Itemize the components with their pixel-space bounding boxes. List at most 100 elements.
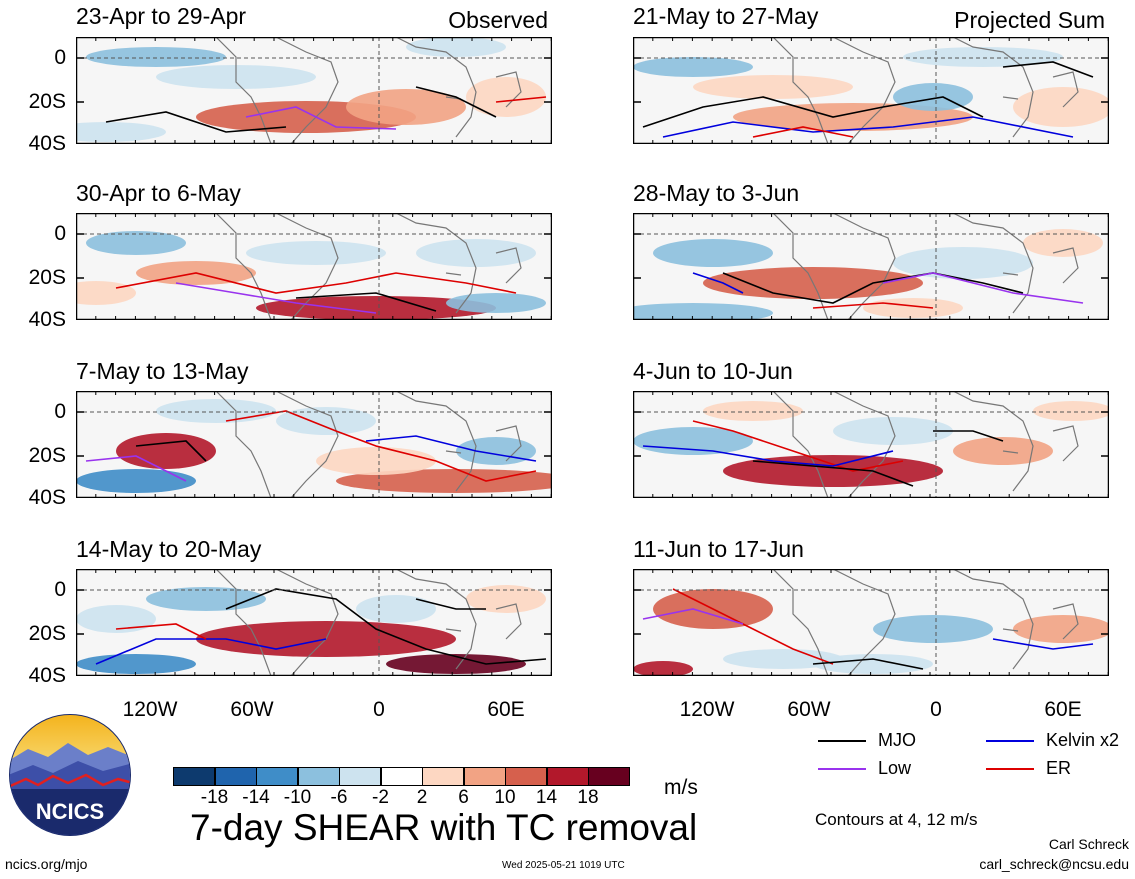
shear-anomaly-region [316,447,436,475]
coastline [215,569,272,676]
wave-contour [882,272,1084,304]
lon-tick-label: 0 [930,698,942,721]
colorbar-swatch [588,767,630,786]
wave-contour [722,272,1024,304]
shear-anomaly-region [76,122,166,142]
contours-note: Contours at 4, 12 m/s [815,810,978,829]
shear-anomaly-region [336,469,552,493]
legend-label: ER [1046,758,1072,778]
coastline [952,569,1034,670]
wave-contour [295,292,437,312]
lat-tick-label: 20S [28,622,66,645]
lat-tick-label: 0 [54,400,66,423]
shear-anomaly-region [386,654,526,674]
shear-anomaly-region [346,89,466,125]
colorbar-tick-label: 18 [577,787,599,808]
shear-anomaly-region [633,661,693,676]
lat-tick-label: 40S [28,132,66,155]
coastline [275,213,339,320]
wave-contour [662,116,1074,138]
lat-tick-label: 0 [54,46,66,69]
panel-title: 28-May to 3-Jun [633,180,800,206]
shear-anomaly-region [146,587,266,611]
lon-tick-label: 120W [122,698,178,721]
wave-contour [115,272,517,294]
shear-anomaly-region [903,47,1063,67]
coastline [275,391,339,498]
coastline [772,569,829,676]
shear-anomaly-region [466,77,546,117]
coastline [1002,96,1019,100]
shear-anomaly-region [633,57,753,77]
shear-anomaly-region [276,407,376,435]
coastline [1052,603,1079,640]
coastline [215,37,272,144]
wave-contour [752,126,854,138]
ncics-logo: NCICS [8,713,133,838]
projected-tag: Projected Sum [954,7,1105,33]
shear-map-panel [633,391,1109,498]
shear-anomaly-region [1013,615,1109,643]
coastline [395,213,477,314]
coastline [772,213,829,320]
shear-anomaly-region [1033,401,1109,421]
lon-tick-label: 60W [787,698,831,721]
shear-anomaly-region [76,469,196,493]
lon-tick-label: 120W [679,698,735,721]
shear-anomaly-region [863,298,963,318]
panel-title: 4-Jun to 10-Jun [633,358,793,384]
wave-contour [415,598,486,610]
coastline [215,391,272,498]
shear-anomaly-region [1013,87,1109,127]
shear-anomaly-region [86,231,186,255]
colorbar-tick-label: -6 [330,787,348,808]
lat-tick-label: 40S [28,486,66,509]
colorbar-swatch [173,767,215,786]
coastline [1002,628,1019,632]
shear-map-panel [76,391,552,498]
coastline [495,247,522,284]
wave-contour [95,638,327,665]
colorbar-tick-label: 10 [494,787,516,808]
lat-tick-label: 40S [28,308,66,331]
coastline [832,213,896,320]
legend-line-3 [986,768,1034,770]
colorbar-swatch [256,767,298,786]
coastline [445,450,462,454]
coastline [832,391,896,498]
coastline [1052,71,1079,108]
colorbar-tick-label: 2 [416,787,428,808]
shear-anomaly-region [633,303,773,320]
shear-anomaly-region [1023,229,1103,257]
legend-line-0 [818,740,866,742]
shear-anomaly-region [76,654,196,674]
colorbar-unit: m/s [664,776,698,799]
wave-contour [365,435,537,462]
observed-tag: Observed [448,7,548,33]
coastline [832,37,896,144]
coastline [772,391,829,498]
lat-tick-label: 20S [28,444,66,467]
coastline [395,391,477,492]
coastline [275,37,339,144]
colorbar-tick-label: -14 [242,787,270,808]
coastline [772,37,829,144]
colorbar-swatch [339,767,381,786]
shear-anomaly-region [653,239,773,267]
colorbar-swatch [380,767,423,786]
panel-title: 7-May to 13-May [76,358,249,384]
wave-contour [642,445,894,467]
coastline [1052,425,1079,462]
lon-tick-label: 60E [487,698,525,721]
lat-tick-label: 40S [28,664,66,687]
footer-email: carl_schreck@ncsu.edu [979,856,1129,872]
lon-tick-label: 60W [230,698,274,721]
logo-text: NCICS [36,799,104,824]
legend-label: MJO [878,730,916,750]
colorbar-tick-label: -18 [200,787,229,808]
colorbar-swatch [463,767,506,786]
shear-map-panel [633,37,1109,144]
legend-line-1 [986,740,1034,742]
colorbar-tick-label: -10 [283,787,312,808]
colorbar-swatch [422,767,464,786]
